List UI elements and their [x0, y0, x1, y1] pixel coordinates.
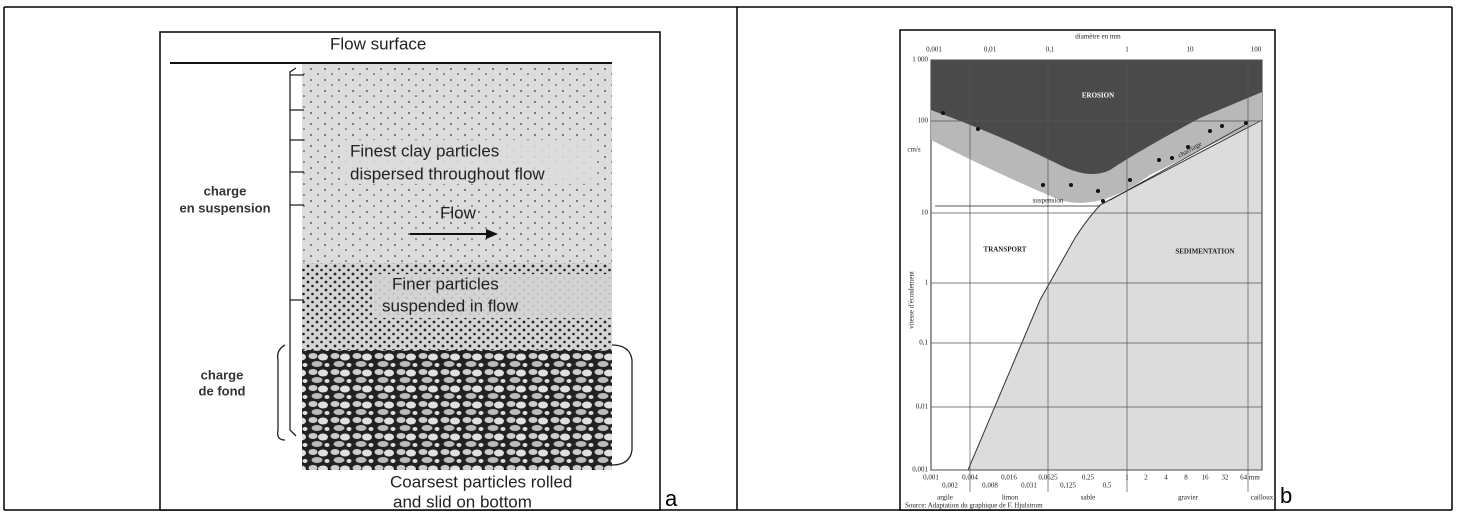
class-label: limon: [1002, 494, 1019, 502]
top-tick-label: 10: [1187, 46, 1195, 54]
label: and slid on bottom: [393, 492, 532, 511]
class-label: gravier: [1178, 494, 1198, 502]
x-tick-label: 4: [1164, 474, 1168, 482]
panel-letter: b: [1280, 483, 1292, 508]
class-label: cailloux: [1251, 494, 1274, 502]
y-tick-label: 1 000: [912, 56, 928, 64]
x-tick-label: 0,0625: [1038, 474, 1058, 482]
class-label: sable: [1081, 494, 1095, 502]
region-label: SEDIMENTATION: [1175, 248, 1234, 256]
top-tick-label: 100: [1251, 46, 1262, 54]
grid: [931, 59, 1262, 492]
label: Finest clay particles: [350, 141, 499, 160]
x-tick-label: 32: [1222, 474, 1230, 482]
top-tick-label: 1: [1125, 46, 1129, 54]
label: dispersed throughout flow: [350, 164, 545, 183]
source: Source: Adaptation du graphique de F. Hj…: [905, 502, 1043, 510]
label: charge: [204, 183, 247, 198]
flow-arrow-head: [486, 229, 498, 239]
x-tick-label: 8: [1184, 474, 1188, 482]
label: suspended in flow: [382, 296, 519, 315]
panel-letter: a: [665, 486, 678, 511]
y-tick-label: 0,001: [912, 466, 928, 474]
x-tick-label: 0,008: [982, 482, 998, 490]
y-tick-label: 100: [918, 117, 929, 125]
y-tick-label: 0,1: [919, 339, 928, 347]
axis-unit: cm/s: [907, 146, 920, 154]
panel-b: suspension charriage EROSION TRANSPORT S…: [899, 29, 1292, 511]
label: Flow surface: [330, 34, 426, 53]
x-tick-label: 0,016: [1001, 474, 1017, 482]
label: Coarsest particles rolled: [390, 472, 572, 491]
label-bg: [372, 274, 612, 318]
erosion-zone: [931, 60, 1262, 174]
label: Flow: [440, 203, 477, 222]
region-label: EROSION: [1082, 92, 1114, 100]
x-tick-label: 2: [1144, 474, 1148, 482]
gravel-zone: [302, 350, 612, 470]
x-tick-label: 0,004: [962, 474, 978, 482]
x-tick-label: 0,002: [942, 482, 958, 490]
y-tick-label: 1: [925, 279, 929, 287]
x-tick-label: 16: [1202, 474, 1210, 482]
bracket: [277, 67, 633, 466]
x-tick-label: 0,5: [1103, 482, 1112, 490]
x-tick-label: 64 mm: [1240, 474, 1260, 482]
charriage-arrow: [1109, 124, 1246, 201]
x-tick-label: 0,001: [923, 474, 939, 482]
annotation: suspension: [1033, 197, 1064, 205]
label-bg: [340, 140, 595, 184]
top-tick-label: 0,01: [984, 46, 997, 54]
label: de fond: [199, 383, 246, 398]
x-tick-label: 0,031: [1021, 482, 1037, 490]
axis-title: diamètre en mm: [1075, 33, 1121, 41]
y-tick-label: 10: [921, 209, 929, 217]
panel-a: Flow surface Finest clay particles dispe…: [159, 31, 678, 511]
label: charge: [201, 367, 244, 382]
label: Finer particles: [392, 274, 499, 293]
top-tick-label: 0,001: [926, 46, 942, 54]
x-tick-label: 0,125: [1060, 482, 1076, 490]
top-tick-label: 0,1: [1046, 46, 1055, 54]
x-tick-label: 1: [1125, 474, 1129, 482]
y-tick-label: 0,01: [916, 403, 929, 411]
x-tick-label: 0,25: [1082, 474, 1095, 482]
label: en suspension: [179, 200, 270, 215]
data-dots: [941, 111, 1248, 203]
class-label: argile: [937, 494, 953, 502]
axis-title: vitesse d'écoulement: [908, 271, 916, 329]
region-label: TRANSPORT: [984, 246, 1027, 254]
